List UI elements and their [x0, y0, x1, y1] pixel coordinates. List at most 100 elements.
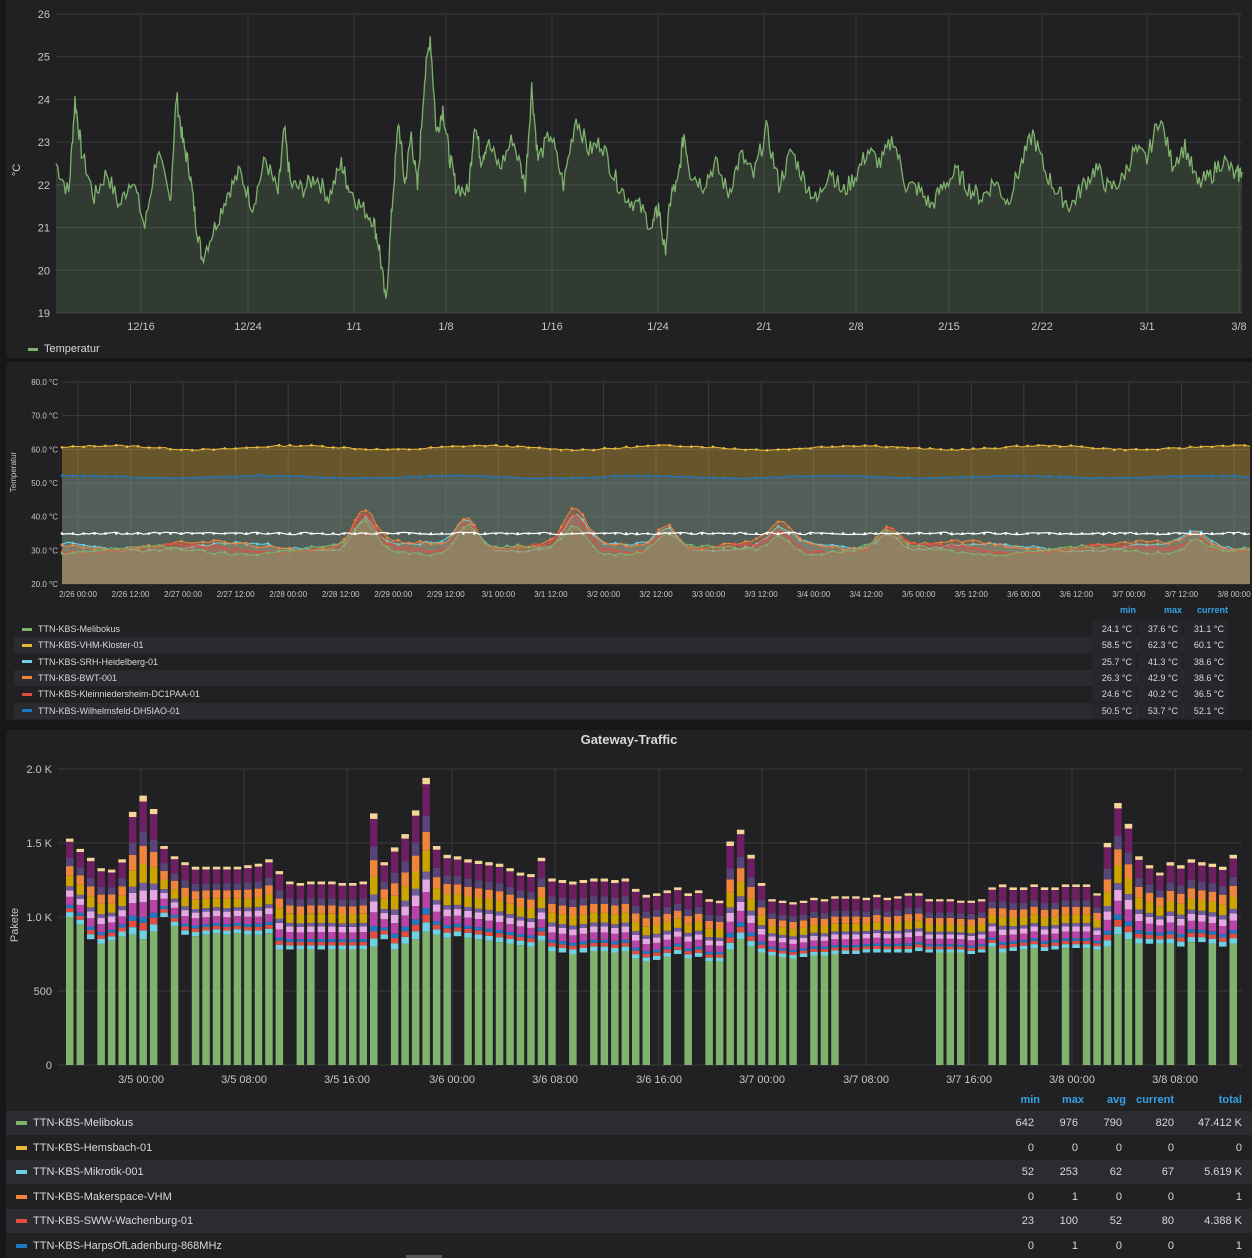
panel-title[interactable]: Gateway-Traffic [580, 732, 678, 747]
y-tick-label: 70.0 °C [31, 412, 58, 421]
bar-segment [925, 899, 933, 902]
bar-segment [432, 900, 441, 905]
y-tick-label: 1.0 K [26, 912, 52, 924]
bar-segment [97, 894, 105, 904]
bar-segment [632, 888, 640, 892]
bar-segment [1135, 856, 1143, 860]
bar-segment [1082, 938, 1091, 941]
bar-segment [1030, 931, 1038, 939]
legend-header-min[interactable]: min [1119, 605, 1136, 615]
series-point [1134, 545, 1138, 549]
legend-item[interactable]: TTN-KBS-Mikrotik-001 52 253 62 67 5.619 K [6, 1160, 1252, 1184]
legend-item[interactable]: TTN-KBS-SRH-Heidelberg-01 25.7 °C 41.3 °C 3… [14, 653, 1228, 670]
bar-segment [642, 944, 650, 952]
series-point [1069, 475, 1073, 479]
x-tick-label: 3/7 00:00 [1112, 590, 1146, 599]
legend-item[interactable]: TTN-KBS-Melibokus 642 976 790 820 47.412 K [6, 1111, 1252, 1135]
series-point [516, 550, 519, 553]
legend-item[interactable]: TTN-KBS-Kleinniedersheim-DC1PAA-01 24.6 °… [14, 686, 1228, 703]
series-point [548, 448, 552, 451]
bar-segment [831, 945, 839, 948]
bar-segment [694, 893, 703, 907]
legend-name: TTN-KBS-Melibokus [22, 621, 120, 637]
bar-segment [841, 910, 850, 917]
bar-segment [694, 913, 703, 922]
bar-segment [1124, 939, 1133, 1065]
bar-segment [946, 901, 954, 913]
series-point [71, 543, 75, 547]
bar-segment [946, 946, 954, 950]
legend-item[interactable]: TTN-KBS-HarpsOfLadenburg-868MHz 0 1 0 0 1 [6, 1234, 1252, 1258]
legend-item[interactable]: TTN-KBS-Wilhelmsfeld-DH5IAO-01 50.5 °C 53.… [14, 702, 1228, 719]
bar-segment [1072, 926, 1080, 932]
legend-item[interactable]: TTN-KBS-Melibokus 24.1 °C 37.6 °C 31.1 °C [14, 621, 1228, 637]
bar-segment [904, 937, 913, 944]
series-point [386, 542, 389, 545]
x-tick-label: 3/3 00:00 [692, 590, 726, 599]
bar-segment [1156, 935, 1164, 940]
gateway-temperature-chart[interactable]: 20.0 °C30.0 °C40.0 °C50.0 °C60.0 °C70.0 … [6, 362, 1252, 612]
series-point [201, 546, 205, 549]
legend-item-temperatur[interactable]: Temperatur [28, 343, 100, 355]
legend-header-current[interactable]: current [1136, 1094, 1174, 1106]
legend-item[interactable]: TTN-KBS-BWT-001 26.3 °C 42.9 °C 38.6 °C [14, 669, 1228, 686]
legend-item[interactable]: TTN-KBS-Hemsbach-01 0 0 0 0 0 [6, 1136, 1252, 1160]
legend-header-min[interactable]: min [1020, 1094, 1040, 1106]
bar-segment [632, 913, 640, 922]
bar-segment [747, 898, 755, 911]
series-point [158, 543, 161, 547]
legend-header-avg[interactable]: avg [1107, 1094, 1126, 1106]
bar-segment [1114, 919, 1122, 927]
series-point [548, 538, 552, 541]
series-point [407, 541, 411, 545]
bar-segment [621, 881, 630, 897]
legend-header-max[interactable]: max [1163, 605, 1182, 615]
legend-swatch [22, 627, 32, 631]
bar-segment [663, 934, 671, 940]
series-point [852, 546, 856, 550]
bar-segment [726, 879, 734, 893]
bar-segment [432, 867, 441, 878]
series-point [407, 552, 411, 556]
series-point [841, 474, 845, 477]
legend-header-current[interactable]: current [1196, 605, 1228, 615]
reference-point [375, 532, 378, 535]
legend-item[interactable]: TTN-KBS-SWW-Wachenburg-01 23 100 52 80 4.388 … [6, 1209, 1252, 1233]
bar-segment [1061, 940, 1070, 945]
reference-point [451, 532, 454, 535]
series-point [483, 444, 487, 448]
x-tick-label: 1/1 [346, 321, 361, 333]
bar-segment [1114, 934, 1122, 1065]
legend-header-max[interactable]: max [1061, 1094, 1084, 1106]
bar-segment [1229, 929, 1237, 934]
bar-segment [694, 890, 703, 894]
bar-segment [254, 930, 263, 935]
bar-segment [1030, 887, 1038, 901]
legend-avg: 0 [1115, 1190, 1122, 1203]
bar-segment [349, 926, 357, 933]
bar-segment [915, 947, 923, 952]
series-point [429, 474, 433, 478]
legend-scrollbar[interactable] [406, 1255, 442, 1258]
bar-segment [936, 949, 944, 953]
y-tick-label: 19 [38, 308, 50, 320]
bar-segment [1156, 872, 1164, 876]
bar-segment [1208, 883, 1217, 892]
legend-item[interactable]: TTN-KBS-Makerspace-VHM 0 1 0 0 1 [6, 1185, 1252, 1209]
bar-segment [977, 899, 986, 902]
bar-segment [820, 933, 829, 937]
series-line [61, 474, 1251, 480]
series-point [1004, 545, 1008, 548]
bar-segment [977, 944, 986, 947]
reference-point [950, 532, 953, 535]
bar-segment [1082, 926, 1091, 932]
series-point [407, 448, 411, 451]
reference-point [896, 532, 899, 535]
series-point [1015, 444, 1018, 447]
legend-header-total[interactable]: total [1218, 1094, 1242, 1106]
bar-segment [296, 949, 305, 1065]
bar-segment [474, 912, 483, 919]
legend-item[interactable]: TTN-KBS-VHM-Kloster-01 58.5 °C 62.3 °C 60.1… [14, 637, 1228, 654]
